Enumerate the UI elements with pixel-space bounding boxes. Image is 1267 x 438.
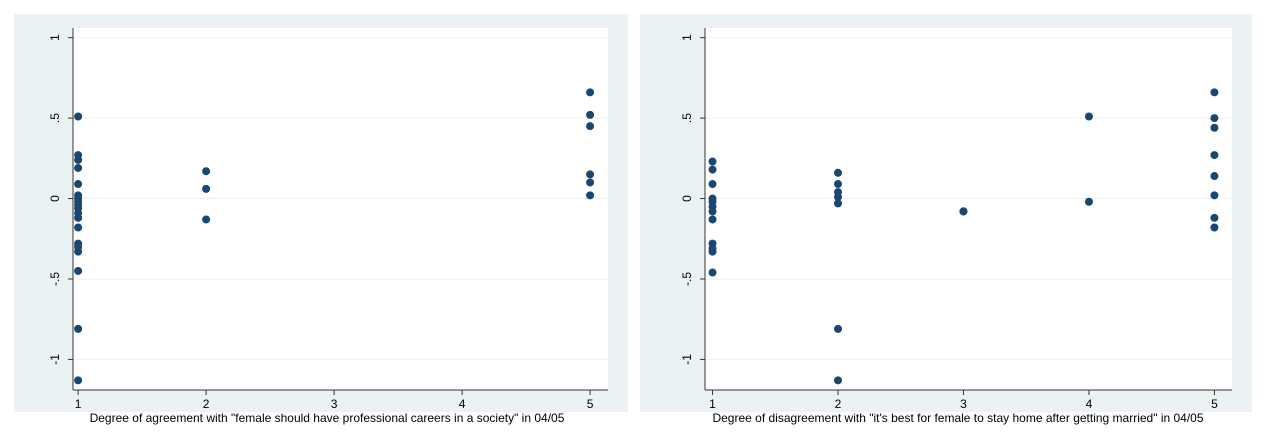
point [708,215,717,224]
point [586,170,595,179]
point [586,191,595,200]
y-tick-label: -.5 [48,272,62,286]
point [834,192,843,201]
point [959,207,968,216]
plot-area [705,28,1232,390]
point [708,165,717,174]
point [202,167,211,176]
point [1210,223,1219,232]
point [708,180,717,189]
point [1084,112,1093,121]
point [708,247,717,256]
y-tick-label: -.5 [680,272,694,286]
x-tick-label: 3 [960,397,967,411]
point [834,199,843,208]
point [834,180,843,189]
x-tick-label: 4 [1086,397,1093,411]
point [74,163,83,172]
point [586,122,595,131]
point [708,207,717,216]
point [74,223,83,232]
point [586,88,595,97]
x-tick-label: 2 [203,397,210,411]
y-tick-label: 1 [48,34,62,41]
point [1210,114,1219,123]
panel: -1 -.5 0 .5 1 1 2 3 4 5 Degree of agreement with "… [14,14,628,425]
point [74,180,83,189]
point [1210,213,1219,222]
point [74,376,83,385]
x-tick-label: 5 [1211,397,1218,411]
y-tick-label: -1 [48,354,62,365]
point [586,178,595,187]
x-tick-label: 2 [835,397,842,411]
point [1210,191,1219,200]
point [74,247,83,256]
x-tick-label: 1 [75,397,82,411]
point [834,168,843,177]
x-tick-label: 1 [709,397,716,411]
y-tick-label: 0 [680,195,694,202]
y-tick-label: 1 [680,34,694,41]
point [834,324,843,333]
point [1210,172,1219,181]
x-axis-label: Degree of disagreement with "it's best f… [712,411,1203,425]
point [708,157,717,166]
point [834,376,843,385]
point [708,268,717,277]
x-tick-label: 3 [331,397,338,411]
panel: -1 -.5 0 .5 1 1 2 3 4 5 Degree of disagreement wit… [640,14,1252,425]
y-tick-label: .5 [48,113,62,123]
point [74,213,83,222]
point [74,155,83,164]
x-tick-label: 5 [587,397,594,411]
point [586,110,595,119]
plot-area [73,28,608,390]
point [1210,123,1219,132]
point [74,266,83,275]
y-tick-label: -1 [680,354,694,365]
x-axis-label: Degree of agreement with "female should … [90,411,565,425]
point [1084,197,1093,206]
point [1210,151,1219,160]
point [74,324,83,333]
point [202,184,211,193]
y-tick-label: .5 [680,113,694,123]
point [1210,88,1219,97]
point [74,112,83,121]
x-tick-label: 4 [459,397,466,411]
point [202,215,211,224]
y-tick-label: 0 [48,195,62,202]
